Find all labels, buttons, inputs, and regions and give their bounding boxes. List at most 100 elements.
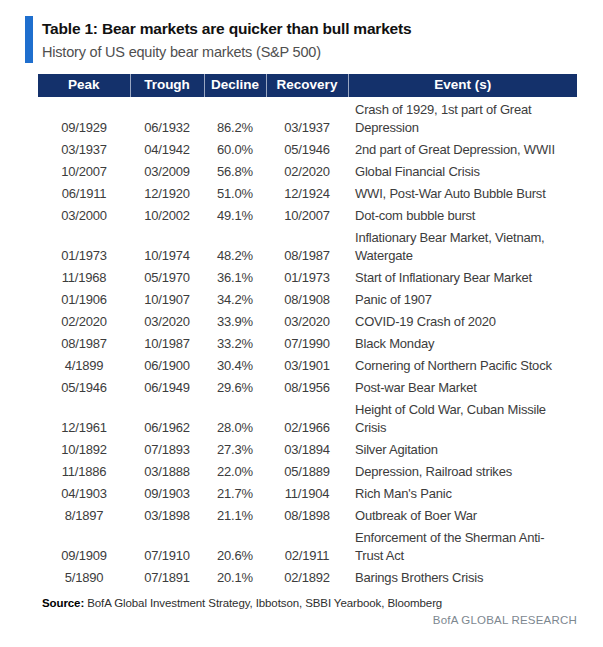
trough-cell: 06/1932 bbox=[130, 97, 204, 139]
source-text: BofA Global Investment Strategy, Ibbotso… bbox=[87, 597, 442, 609]
trough-cell: 07/1891 bbox=[130, 567, 204, 589]
event-cell: Dot-com bubble burst bbox=[348, 205, 577, 227]
table-row: 09/192906/193286.2%03/1937Crash of 1929,… bbox=[38, 97, 577, 139]
recovery-cell: 08/1987 bbox=[266, 227, 348, 267]
source-line: Source: BofA Global Investment Strategy,… bbox=[42, 597, 603, 609]
event-cell: 2nd part of Great Depression, WWII bbox=[348, 139, 577, 161]
recovery-cell: 10/2007 bbox=[266, 205, 348, 227]
title-block: Table 1: Bear markets are quicker than b… bbox=[25, 16, 603, 63]
source-label: Source: bbox=[42, 597, 84, 609]
recovery-cell: 08/1956 bbox=[266, 377, 348, 399]
event-cell: Depression, Railroad strikes bbox=[348, 461, 577, 483]
table-row: 10/200703/200956.8%02/2020Global Financi… bbox=[38, 161, 577, 183]
trough-cell: 06/1949 bbox=[130, 377, 204, 399]
column-header-peak: Peak bbox=[38, 74, 130, 97]
peak-cell: 11/1886 bbox=[38, 461, 130, 483]
decline-cell: 22.0% bbox=[204, 461, 266, 483]
decline-cell: 36.1% bbox=[204, 267, 266, 289]
recovery-cell: 02/1892 bbox=[266, 567, 348, 589]
trough-cell: 07/1910 bbox=[130, 527, 204, 567]
peak-cell: 01/1906 bbox=[38, 289, 130, 311]
column-header-decline: Decline bbox=[204, 74, 266, 97]
peak-cell: 05/1946 bbox=[38, 377, 130, 399]
table-row: 01/197310/197448.2%08/1987Inflationary B… bbox=[38, 227, 577, 267]
recovery-cell: 08/1898 bbox=[266, 505, 348, 527]
column-header-recovery: Recovery bbox=[266, 74, 348, 97]
table-body: 09/192906/193286.2%03/1937Crash of 1929,… bbox=[38, 97, 577, 589]
accent-bar bbox=[25, 16, 33, 63]
table-row: 11/196805/197036.1%01/1973Start of Infla… bbox=[38, 267, 577, 289]
trough-cell: 03/2009 bbox=[130, 161, 204, 183]
event-cell: Cornering of Northern Pacific Stock bbox=[348, 355, 577, 377]
recovery-cell: 08/1908 bbox=[266, 289, 348, 311]
decline-cell: 21.1% bbox=[204, 505, 266, 527]
page-title: Table 1: Bear markets are quicker than b… bbox=[42, 17, 411, 41]
recovery-cell: 02/1966 bbox=[266, 399, 348, 439]
event-cell: Global Financial Crisis bbox=[348, 161, 577, 183]
trough-cell: 10/2002 bbox=[130, 205, 204, 227]
event-cell: Black Monday bbox=[348, 333, 577, 355]
event-cell: Rich Man's Panic bbox=[348, 483, 577, 505]
decline-cell: 29.6% bbox=[204, 377, 266, 399]
event-cell: Inflationary Bear Market, Vietnam, Water… bbox=[348, 227, 577, 267]
decline-cell: 86.2% bbox=[204, 97, 266, 139]
recovery-cell: 03/1901 bbox=[266, 355, 348, 377]
table-row: 03/200010/200249.1%10/2007Dot-com bubble… bbox=[38, 205, 577, 227]
decline-cell: 28.0% bbox=[204, 399, 266, 439]
peak-cell: 4/1899 bbox=[38, 355, 130, 377]
recovery-cell: 11/1904 bbox=[266, 483, 348, 505]
table-row: 11/188603/188822.0%05/1889Depression, Ra… bbox=[38, 461, 577, 483]
event-cell: Height of Cold War, Cuban Missile Crisis bbox=[348, 399, 577, 439]
decline-cell: 27.3% bbox=[204, 439, 266, 461]
decline-cell: 33.2% bbox=[204, 333, 266, 355]
event-cell: WWI, Post-War Auto Bubble Burst bbox=[348, 183, 577, 205]
recovery-cell: 03/1937 bbox=[266, 97, 348, 139]
recovery-cell: 02/1911 bbox=[266, 527, 348, 567]
table-row: 04/190309/190321.7%11/1904Rich Man's Pan… bbox=[38, 483, 577, 505]
trough-cell: 10/1987 bbox=[130, 333, 204, 355]
table-row: 09/190907/191020.6%02/1911Enforcement of… bbox=[38, 527, 577, 567]
event-cell: Start of Inflationary Bear Market bbox=[348, 267, 577, 289]
event-cell: Enforcement of the Sherman Anti- Trust A… bbox=[348, 527, 577, 567]
recovery-cell: 03/1894 bbox=[266, 439, 348, 461]
table-header: Peak Trough Decline Recovery Event (s) bbox=[38, 74, 577, 97]
trough-cell: 05/1970 bbox=[130, 267, 204, 289]
recovery-cell: 01/1973 bbox=[266, 267, 348, 289]
recovery-cell: 07/1990 bbox=[266, 333, 348, 355]
peak-cell: 03/2000 bbox=[38, 205, 130, 227]
peak-cell: 11/1968 bbox=[38, 267, 130, 289]
column-header-trough: Trough bbox=[130, 74, 204, 97]
trough-cell: 03/1888 bbox=[130, 461, 204, 483]
table-row: 10/189207/189327.3%03/1894Silver Agitati… bbox=[38, 439, 577, 461]
peak-cell: 03/1937 bbox=[38, 139, 130, 161]
trough-cell: 10/1974 bbox=[130, 227, 204, 267]
decline-cell: 20.6% bbox=[204, 527, 266, 567]
decline-cell: 20.1% bbox=[204, 567, 266, 589]
peak-cell: 06/1911 bbox=[38, 183, 130, 205]
decline-cell: 21.7% bbox=[204, 483, 266, 505]
peak-cell: 01/1973 bbox=[38, 227, 130, 267]
recovery-cell: 12/1924 bbox=[266, 183, 348, 205]
peak-cell: 8/1897 bbox=[38, 505, 130, 527]
table-row: 12/196106/196228.0%02/1966Height of Cold… bbox=[38, 399, 577, 439]
peak-cell: 10/2007 bbox=[38, 161, 130, 183]
column-header-event: Event (s) bbox=[348, 74, 577, 97]
trough-cell: 04/1942 bbox=[130, 139, 204, 161]
table-row: 01/190610/190734.2%08/1908Panic of 1907 bbox=[38, 289, 577, 311]
trough-cell: 06/1900 bbox=[130, 355, 204, 377]
trough-cell: 03/2020 bbox=[130, 311, 204, 333]
trough-cell: 10/1907 bbox=[130, 289, 204, 311]
decline-cell: 56.8% bbox=[204, 161, 266, 183]
decline-cell: 34.2% bbox=[204, 289, 266, 311]
trough-cell: 12/1920 bbox=[130, 183, 204, 205]
event-cell: Crash of 1929, 1st part of Great Depress… bbox=[348, 97, 577, 139]
bear-markets-table: Peak Trough Decline Recovery Event (s) 0… bbox=[38, 74, 577, 589]
page-subtitle: History of US equity bear markets (S&P 5… bbox=[42, 41, 411, 63]
recovery-cell: 02/2020 bbox=[266, 161, 348, 183]
recovery-cell: 05/1946 bbox=[266, 139, 348, 161]
peak-cell: 09/1929 bbox=[38, 97, 130, 139]
table-row: 5/189007/189120.1%02/1892Barings Brother… bbox=[38, 567, 577, 589]
title-text-wrap: Table 1: Bear markets are quicker than b… bbox=[42, 16, 411, 63]
decline-cell: 51.0% bbox=[204, 183, 266, 205]
recovery-cell: 05/1889 bbox=[266, 461, 348, 483]
